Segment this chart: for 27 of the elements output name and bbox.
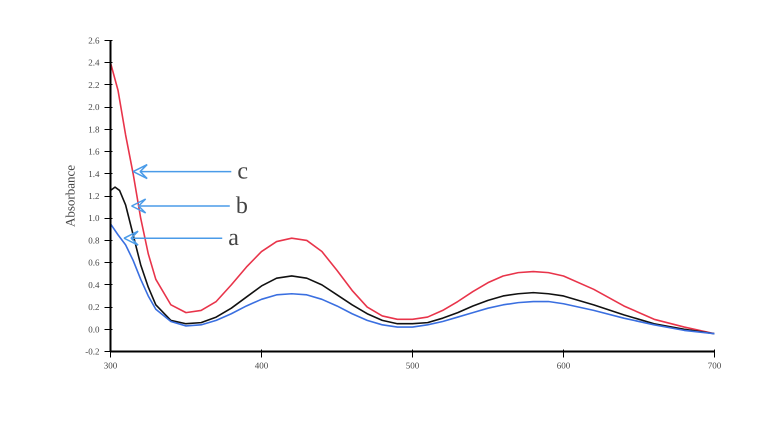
y-tick-label: 0.0 <box>88 324 100 334</box>
y-tick-label: 0.8 <box>88 235 100 246</box>
y-tick-label: 0.4 <box>88 280 100 290</box>
y-tick-label: 1.6 <box>88 146 100 157</box>
y-tick-label: 2.0 <box>88 102 100 112</box>
x-tick-label: 700 <box>708 360 722 370</box>
y-tick-label: 0.2 <box>88 302 100 312</box>
y-axis-title: Absorbance <box>62 164 78 228</box>
x-tick-label: 600 <box>556 360 571 370</box>
x-tick-label: 500 <box>406 360 420 370</box>
y-tick-label: 1.4 <box>88 168 100 179</box>
y-tick-label: 2.2 <box>88 80 100 90</box>
y-tick-label: -0.2 <box>85 346 100 356</box>
y-tick-label: 2.4 <box>88 58 100 68</box>
line-series <box>110 186 714 335</box>
y-tick-label: 2.6 <box>88 36 100 46</box>
line-series <box>110 62 714 335</box>
y-tick-label: 0.6 <box>88 258 100 268</box>
y-tick-label: 1.0 <box>88 213 100 224</box>
y-tick-label: 1.8 <box>88 124 100 134</box>
line-series <box>110 222 714 335</box>
x-tick-label: 400 <box>254 360 269 370</box>
annotation: a <box>228 225 240 252</box>
x-tick-label: 300 <box>104 360 118 370</box>
y-tick-label: 1.2 <box>88 191 100 201</box>
annotation: b <box>236 192 248 219</box>
annotation: c <box>237 158 248 185</box>
